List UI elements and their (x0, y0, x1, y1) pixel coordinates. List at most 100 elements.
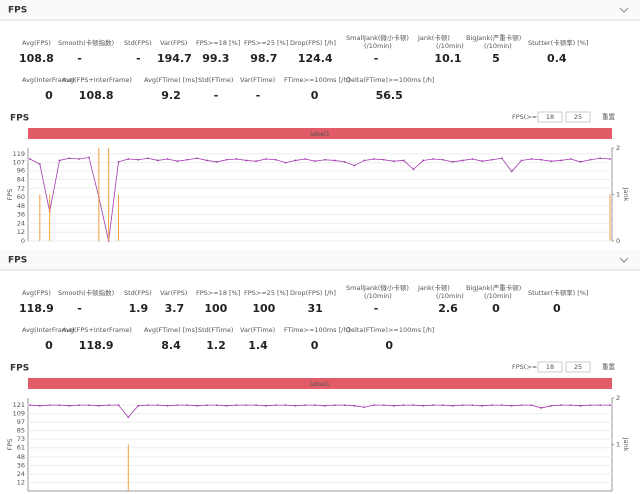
fps-point (392, 160, 395, 163)
fps-point (422, 159, 425, 162)
fps-point (441, 158, 444, 161)
fps-point (510, 170, 513, 173)
fps-point (343, 404, 346, 406)
fps-point (88, 404, 90, 406)
fps-point (520, 159, 523, 162)
fps-point (186, 404, 189, 406)
fps-point (68, 157, 71, 160)
stat-value: 194.7 (157, 52, 192, 65)
stat-label: BigJank(严重卡顿) (466, 283, 521, 292)
fps-point (78, 404, 81, 406)
fps-point (48, 404, 51, 406)
stat-label: Drop(FPS) [/h] (290, 289, 336, 297)
stat-label: Avg(FTime) [ms] (144, 326, 198, 334)
fps-point (186, 158, 189, 161)
stat-label: Jank(卡顿) (417, 283, 450, 292)
fps-point (441, 404, 444, 406)
y2-axis-label: Jank (622, 187, 630, 202)
fps-point (156, 159, 159, 162)
fps-point (382, 158, 385, 161)
fps-point (225, 158, 228, 161)
fps-point (206, 404, 208, 406)
fps-point (579, 161, 582, 163)
fps-point (324, 158, 326, 161)
fps-point (412, 404, 415, 406)
stat-value: 0 (311, 89, 319, 102)
panel-header (0, 0, 640, 20)
stat-value: - (136, 52, 141, 65)
fps-point (304, 158, 307, 160)
fps-point (363, 159, 366, 162)
stat-label: SmallJank(微小卡顿) (346, 33, 409, 42)
chart-title: FPS (10, 114, 29, 124)
stat-label: BigJank(严重卡顿) (466, 33, 521, 42)
stat-value: 99.3 (202, 52, 229, 65)
fps-point (530, 404, 533, 406)
stat-label: (/10min) (484, 292, 512, 300)
y2-tick-label: 1 (616, 191, 620, 199)
collapse-icon[interactable] (619, 7, 629, 13)
fps-point (540, 407, 543, 409)
fps-point (304, 404, 307, 406)
stat-label: Var(FPS) (160, 39, 187, 47)
panel-title: FPS (8, 256, 27, 266)
fps-point (196, 404, 199, 407)
fps-point (324, 404, 326, 407)
stat-label: (/10min) (364, 292, 392, 300)
fps-point (29, 404, 31, 406)
fps-point (137, 158, 140, 161)
fps-point (392, 404, 395, 407)
stat-label: FPS>=25 [%] (244, 39, 288, 47)
fps-point (481, 404, 484, 407)
fps-input[interactable] (537, 111, 563, 123)
stat-value: 56.5 (376, 89, 403, 102)
stat-label: Std(FPS) (124, 289, 152, 297)
fps-input[interactable] (565, 111, 591, 123)
stat-label: FPS>=25 [%] (244, 289, 288, 297)
fps-point (363, 406, 366, 409)
fps-point (422, 404, 425, 407)
fps-line (29, 157, 611, 242)
stat-label: Avg(FTime) [ms] (144, 76, 198, 84)
y-tick-label: 24 (17, 219, 25, 227)
fps-point (314, 404, 316, 406)
fps-point (382, 404, 385, 406)
fps-input[interactable] (537, 361, 563, 373)
stat-value: - (256, 89, 261, 102)
reset-button[interactable]: 重置 (602, 113, 616, 121)
y-tick-label: 24 (17, 470, 25, 478)
fps-point (471, 158, 474, 160)
fps-point (294, 404, 297, 407)
y-tick-label: 48 (17, 453, 25, 461)
fps-point (215, 404, 218, 406)
fps-point (609, 404, 611, 406)
chart-title: FPS (10, 364, 29, 374)
stat-value: 1.9 (129, 302, 149, 315)
fps-point (491, 404, 493, 406)
reset-button[interactable]: 重置 (602, 363, 616, 371)
fps-point (461, 159, 464, 162)
fps-point (38, 404, 41, 407)
stat-label: Var(FPS) (160, 289, 187, 297)
stat-label: Avg(InterFrame) (22, 326, 75, 334)
stat-label: FTime>=100ms [/h] (284, 76, 350, 84)
fps-point (314, 160, 316, 163)
fps-filter-label: FPS(>=) (512, 113, 540, 121)
fps-input[interactable] (565, 361, 591, 373)
stat-label: Avg(FPS) (22, 289, 51, 297)
stat-value: - (77, 302, 82, 315)
stat-value: 0 (45, 339, 53, 352)
stat-label: Smooth(卡顿指数) (58, 38, 114, 47)
fps-point (117, 404, 120, 406)
y-tick-label: 48 (17, 202, 25, 210)
y-tick-label: 36 (17, 461, 25, 469)
fps-point (117, 161, 120, 163)
fps-point (333, 404, 336, 406)
fps-point (255, 160, 258, 163)
fps-point (196, 157, 199, 160)
fps-point (127, 158, 130, 160)
stat-value: 108.8 (79, 89, 114, 102)
collapse-icon[interactable] (619, 257, 629, 263)
fps-point (284, 161, 287, 164)
